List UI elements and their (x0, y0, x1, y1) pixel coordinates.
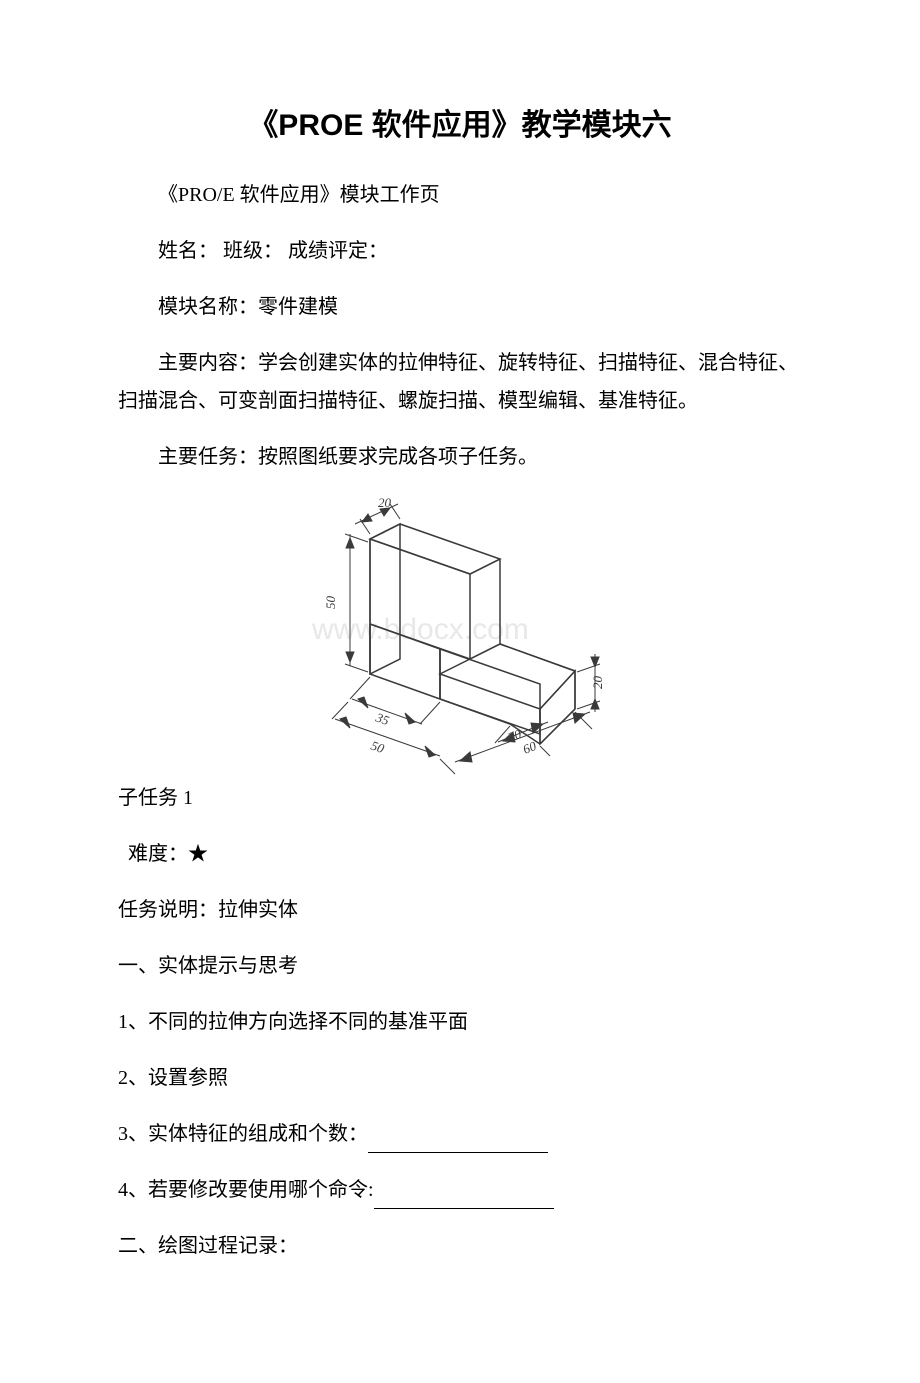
module-name: 模块名称：零件建模 (118, 288, 802, 326)
difficulty: 难度：★ (118, 835, 802, 873)
dim-50b: 50 (369, 738, 387, 757)
form-line: 姓名： 班级： 成绩评定： (118, 232, 802, 270)
main-task: 主要任务：按照图纸要求完成各项子任务。 (118, 438, 802, 476)
item-4: 4、若要修改要使用哪个命令: (118, 1171, 802, 1209)
item-1: 1、不同的拉伸方向选择不同的基准平面 (118, 1003, 802, 1041)
dim-top: 20 (378, 495, 392, 510)
item-4-text: 4、若要修改要使用哪个命令: (118, 1179, 374, 1201)
blank-line-1 (368, 1152, 548, 1153)
item-3-text: 3、实体特征的组成和个数： (118, 1123, 368, 1145)
main-content: 主要内容：学会创建实体的拉伸特征、旋转特征、扫描特征、混合特征、扫描混合、可变剖… (118, 344, 802, 420)
item-3: 3、实体特征的组成和个数： (118, 1115, 802, 1153)
section-2-heading: 二、绘图过程记录： (118, 1227, 802, 1265)
blank-line-2 (374, 1208, 554, 1209)
dim-left-h: 50 (323, 596, 338, 610)
dim-35: 35 (373, 709, 392, 728)
technical-diagram: www.bdocx.com (118, 494, 802, 799)
page-title: 《PROE 软件应用》教学模块六 (118, 100, 802, 144)
task-description: 任务说明：拉伸实体 (118, 891, 802, 929)
dim-right-h: 20 (590, 676, 605, 690)
item-2: 2、设置参照 (118, 1059, 802, 1097)
section-1-heading: 一、实体提示与思考 (118, 947, 802, 985)
subtitle: 《PRO/E 软件应用》模块工作页 (118, 176, 802, 214)
